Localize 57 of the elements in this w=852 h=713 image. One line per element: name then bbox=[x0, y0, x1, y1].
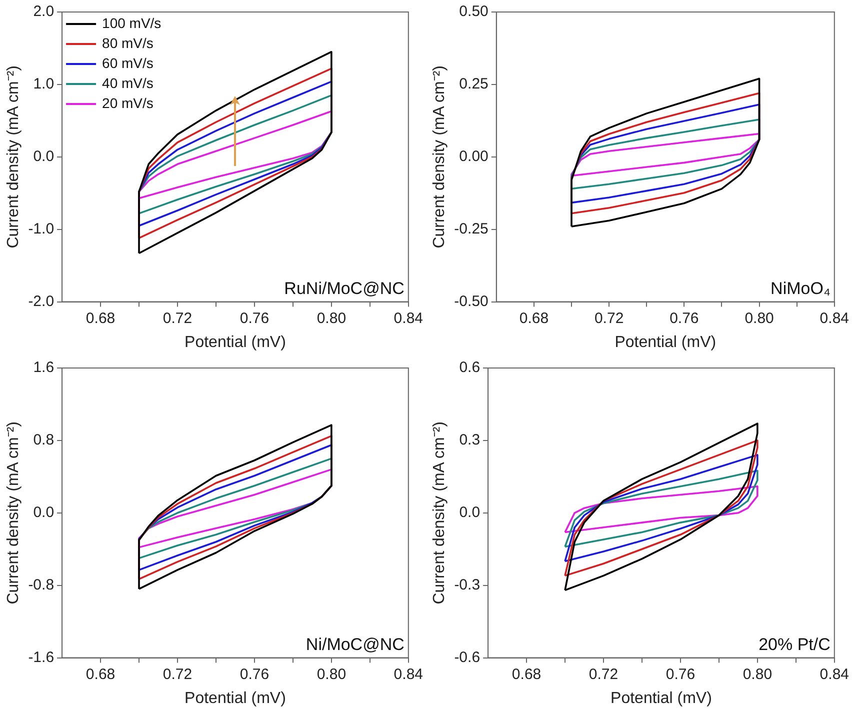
y-axis-title: Current density (mA cm⁻²) bbox=[431, 421, 448, 604]
x-tick-label: 0.68 bbox=[519, 310, 549, 327]
y-tick-label: 0.50 bbox=[459, 3, 488, 20]
x-axis-title: Potential (mV) bbox=[614, 334, 716, 351]
x-tick-label: 0.76 bbox=[666, 666, 696, 683]
x-tick-label: 0.72 bbox=[162, 310, 192, 327]
x-tick-label: 0.76 bbox=[240, 666, 270, 683]
legend-label: 60 mV/s bbox=[102, 54, 154, 71]
y-tick-label: -0.6 bbox=[454, 648, 480, 666]
y-tick-label: 2.0 bbox=[33, 3, 54, 20]
x-tick-label: 0.84 bbox=[394, 310, 424, 327]
y-tick-label: 0.3 bbox=[459, 432, 480, 449]
x-tick-label: 0.76 bbox=[240, 310, 270, 327]
y-tick-label: -1.0 bbox=[28, 220, 54, 238]
x-tick-label: 0.84 bbox=[820, 310, 850, 327]
y-tick-label: -2.0 bbox=[28, 292, 54, 310]
y-tick-label: 0.00 bbox=[459, 148, 488, 166]
y-tick-label: 0.0 bbox=[33, 504, 54, 522]
annotation: NiMoO₄ bbox=[770, 278, 830, 298]
x-tick-label: 0.68 bbox=[86, 666, 116, 683]
y-tick-label: 0.8 bbox=[33, 432, 54, 449]
y-tick-label: 0.0 bbox=[33, 148, 54, 166]
y-tick-label: -0.25 bbox=[454, 220, 488, 238]
legend-label: 40 mV/s bbox=[102, 74, 154, 91]
x-tick-label: 0.76 bbox=[670, 310, 699, 327]
x-axis-title: Potential (mV) bbox=[184, 690, 286, 707]
y-tick-label: -0.3 bbox=[454, 576, 480, 594]
y-tick-label: -0.50 bbox=[454, 292, 488, 310]
y-tick-label: 1.0 bbox=[33, 76, 54, 93]
x-tick-label: 0.72 bbox=[588, 666, 618, 683]
legend-label: 20 mV/s bbox=[102, 94, 154, 111]
y-axis-title: Current density (mA cm⁻²) bbox=[431, 65, 448, 248]
y-tick-label: -0.8 bbox=[28, 576, 54, 594]
y-tick-label: 0.6 bbox=[459, 359, 480, 376]
x-tick-label: 0.84 bbox=[820, 666, 850, 683]
x-tick-label: 0.68 bbox=[512, 666, 542, 683]
y-tick-label: -1.6 bbox=[28, 648, 54, 666]
legend-label: 100 mV/s bbox=[102, 14, 162, 31]
y-tick-label: 0.25 bbox=[459, 76, 488, 93]
annotation: 20% Pt/C bbox=[758, 634, 830, 654]
y-axis-title: Current density (mA cm⁻²) bbox=[5, 421, 22, 604]
x-tick-label: 0.80 bbox=[316, 666, 346, 683]
x-tick-label: 0.72 bbox=[594, 310, 624, 327]
x-tick-label: 0.80 bbox=[742, 666, 772, 683]
x-tick-label: 0.72 bbox=[162, 666, 192, 683]
x-tick-label: 0.68 bbox=[86, 310, 116, 327]
annotation: RuNi/MoC@NC bbox=[284, 278, 404, 298]
annotation: Ni/MoC@NC bbox=[306, 634, 404, 654]
y-tick-label: 1.6 bbox=[33, 359, 54, 376]
x-tick-label: 0.80 bbox=[316, 310, 346, 327]
legend-label: 80 mV/s bbox=[102, 34, 154, 51]
x-axis-title: Potential (mV) bbox=[184, 334, 286, 351]
x-tick-label: 0.84 bbox=[394, 666, 424, 683]
y-tick-label: 0.0 bbox=[459, 504, 480, 522]
x-tick-label: 0.80 bbox=[744, 310, 774, 327]
y-axis-title: Current density (mA cm⁻²) bbox=[5, 65, 22, 248]
x-axis-title: Potential (mV) bbox=[610, 690, 712, 707]
